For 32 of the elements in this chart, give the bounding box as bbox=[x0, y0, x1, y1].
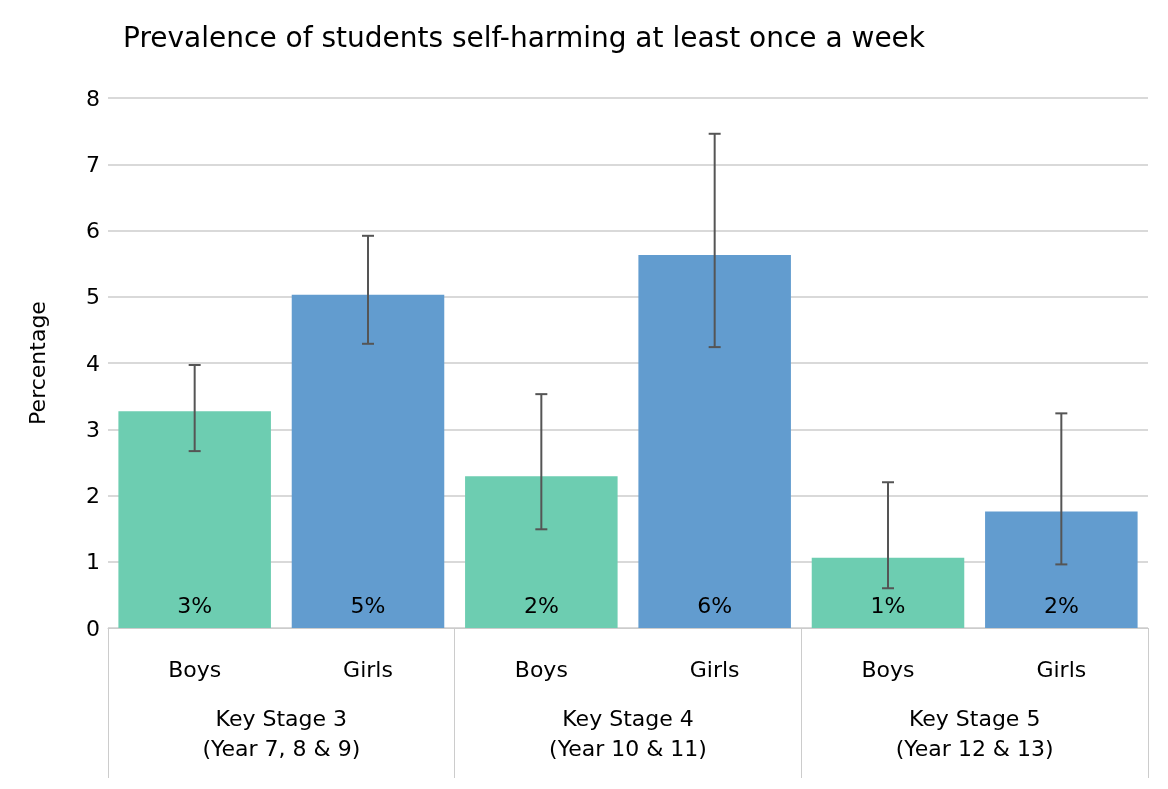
bar bbox=[465, 476, 618, 628]
bar bbox=[118, 411, 271, 628]
text: Key Stage 3 (Year 7, 8 & 9) bbox=[202, 705, 361, 761]
x-tick-label: Girls bbox=[343, 656, 393, 682]
y-tick-label: 3 bbox=[86, 416, 100, 442]
data-label: 2% bbox=[523, 592, 559, 618]
y-tick-label: 7 bbox=[86, 151, 100, 177]
data-label: 1% bbox=[870, 592, 906, 618]
y-tick-label: 4 bbox=[86, 350, 100, 376]
y-tick-label: 0 bbox=[86, 615, 100, 641]
data-label: 5% bbox=[350, 592, 386, 618]
y-tick-label: 6 bbox=[86, 218, 100, 243]
text: Key Stage 4 (Year 10 & 11) bbox=[549, 705, 707, 761]
y-axis-title: Percentage bbox=[24, 301, 50, 425]
y-tick-label: 8 bbox=[86, 85, 100, 111]
y-tick-label: 1 bbox=[86, 549, 100, 575]
bar bbox=[985, 511, 1138, 628]
data-label: 2% bbox=[1043, 592, 1079, 618]
x-tick-label: Boys bbox=[861, 656, 915, 682]
x-tick-label: Boys bbox=[168, 656, 222, 682]
text: Key Stage 5 (Year 12 & 13) bbox=[895, 705, 1054, 761]
y-tick-label: 2 bbox=[86, 483, 100, 508]
data-label: 6% bbox=[697, 592, 733, 618]
bar bbox=[811, 557, 965, 628]
x-tick-label: Girls bbox=[689, 656, 740, 682]
data-label: 3% bbox=[177, 592, 213, 618]
x-tick-label: Boys bbox=[514, 656, 568, 682]
bar bbox=[291, 294, 445, 628]
y-tick-label: 5 bbox=[86, 284, 100, 310]
bar bbox=[638, 255, 791, 628]
chart-title: Prevalence of students self-harming at least once a week bbox=[123, 20, 926, 54]
x-tick-label: Girls bbox=[1036, 656, 1087, 682]
